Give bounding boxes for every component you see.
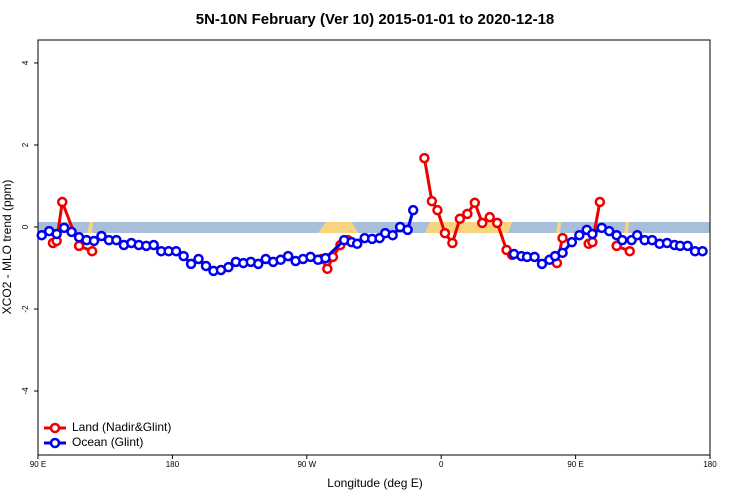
point: [574, 229, 585, 241]
chart-title: 5N-10N February (Ver 10) 2015-01-01 to 2…: [196, 11, 555, 28]
y-axis-label: XCO2 - MLO trend (ppm): [0, 180, 14, 315]
point: [407, 204, 419, 216]
plot-frame: [37, 39, 711, 456]
point: [529, 251, 540, 263]
point: [447, 237, 458, 249]
point: [697, 245, 708, 257]
x-tick-label: 90 W: [297, 460, 316, 469]
point: [419, 152, 430, 164]
series-line: [52, 157, 631, 273]
x-tick-label: 90 E: [567, 460, 583, 469]
y-tick-label: -2: [21, 305, 30, 313]
point: [454, 213, 466, 225]
point: [86, 245, 98, 257]
point: [193, 253, 204, 265]
point: [66, 226, 77, 238]
point: [469, 197, 481, 209]
point: [253, 258, 264, 270]
point: [484, 211, 495, 223]
point: [594, 196, 606, 208]
y-tick-label: 4: [21, 60, 30, 65]
point: [88, 235, 100, 247]
point: [624, 245, 635, 257]
point: [536, 258, 548, 270]
point: [462, 208, 473, 220]
y-tick-label: 0: [21, 224, 30, 229]
point: [58, 222, 70, 234]
point: [566, 236, 578, 248]
point: [617, 234, 628, 246]
point: [426, 195, 438, 207]
point: [491, 217, 503, 229]
point: [170, 245, 182, 257]
point: [351, 238, 363, 250]
point: [557, 232, 568, 244]
x-tick-label: 90 E: [30, 460, 46, 469]
point: [587, 228, 598, 240]
x-tick-label: 180: [703, 460, 717, 469]
y-tick-label: -4: [21, 387, 30, 395]
point: [587, 236, 598, 248]
point: [387, 229, 398, 241]
x-axis-label: Longitude (deg E): [327, 476, 422, 490]
x-tick-label: 180: [166, 460, 180, 469]
legend-label: Ocean (Glint): [72, 435, 143, 449]
point: [439, 227, 451, 239]
point: [557, 247, 568, 259]
point: [148, 239, 159, 251]
point: [320, 252, 331, 264]
point: [73, 240, 85, 252]
point: [282, 250, 294, 262]
point: [477, 217, 488, 229]
point: [185, 258, 197, 270]
legend-marker: [49, 422, 61, 434]
point: [96, 230, 107, 242]
point: [223, 261, 234, 273]
point: [200, 260, 212, 272]
point: [682, 240, 693, 252]
point: [322, 263, 333, 275]
point: [111, 234, 122, 246]
point: [51, 228, 62, 240]
y-tick-label: 2: [21, 142, 30, 147]
point: [631, 229, 643, 241]
point: [402, 224, 413, 236]
x-tick-label: 0: [439, 460, 444, 469]
point: [603, 225, 615, 237]
legend-label: Land (Nadir&Glint): [72, 420, 171, 434]
legend-marker: [49, 437, 61, 449]
point: [36, 229, 47, 241]
point: [57, 196, 68, 208]
point: [432, 204, 443, 216]
point: [178, 250, 189, 262]
